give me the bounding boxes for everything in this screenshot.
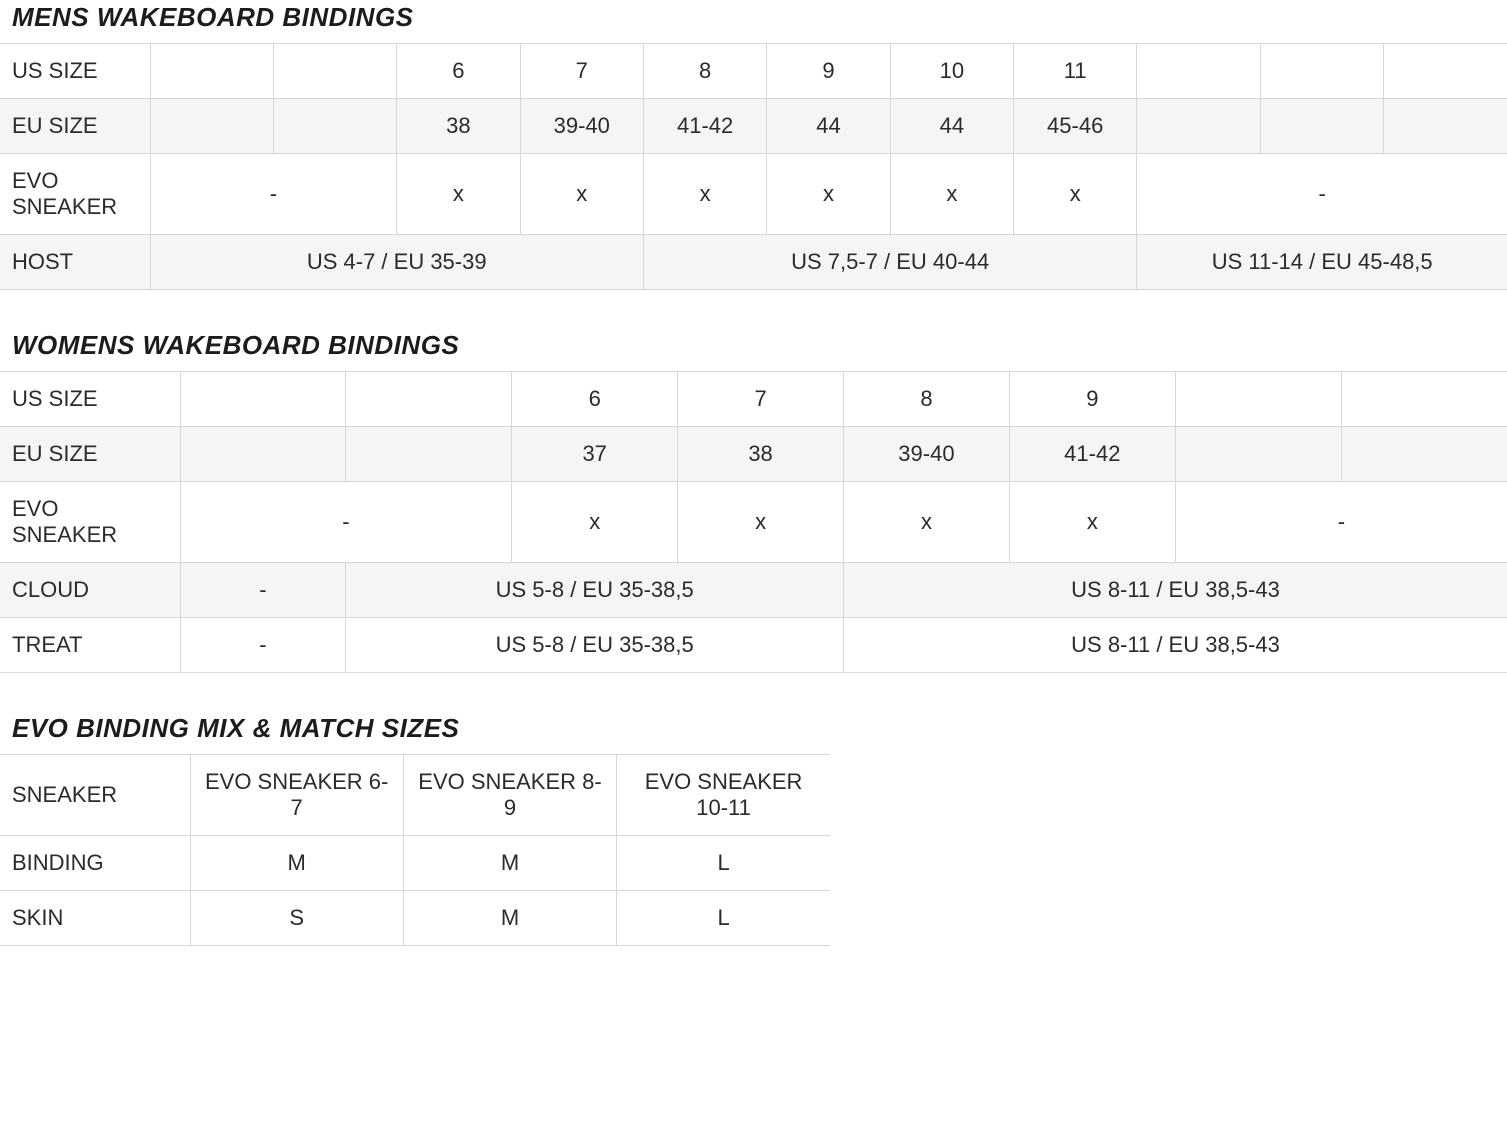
row-label: EVO SNEAKER bbox=[0, 154, 150, 235]
mens-eu-row: EU SIZE 38 39-40 41-42 44 44 45-46 bbox=[0, 99, 1507, 154]
evo-sneaker-row: SNEAKER EVO SNEAKER 6-7 EVO SNEAKER 8-9 … bbox=[0, 755, 830, 836]
womens-us-row: US SIZE 6 7 8 9 bbox=[0, 372, 1507, 427]
row-label: BINDING bbox=[0, 836, 190, 891]
evo-title: EVO BINDING MIX & MATCH SIZES bbox=[0, 711, 1507, 754]
row-label: CLOUD bbox=[0, 563, 180, 618]
row-label: EU SIZE bbox=[0, 99, 150, 154]
evo-skin-row: SKIN S M L bbox=[0, 891, 830, 946]
womens-table: US SIZE 6 7 8 9 EU SIZE 37 38 39-40 41-4… bbox=[0, 371, 1507, 673]
mens-title: MENS WAKEBOARD BINDINGS bbox=[0, 0, 1507, 43]
womens-section: WOMENS WAKEBOARD BINDINGS US SIZE 6 7 8 … bbox=[0, 328, 1507, 673]
row-label: US SIZE bbox=[0, 44, 150, 99]
row-label: SKIN bbox=[0, 891, 190, 946]
mens-section: MENS WAKEBOARD BINDINGS US SIZE 6 7 8 9 … bbox=[0, 0, 1507, 290]
row-label: US SIZE bbox=[0, 372, 180, 427]
womens-title: WOMENS WAKEBOARD BINDINGS bbox=[0, 328, 1507, 371]
row-label: SNEAKER bbox=[0, 755, 190, 836]
mens-host-row: HOST US 4-7 / EU 35-39 US 7,5-7 / EU 40-… bbox=[0, 235, 1507, 290]
evo-binding-row: BINDING M M L bbox=[0, 836, 830, 891]
mens-us-row: US SIZE 6 7 8 9 10 11 bbox=[0, 44, 1507, 99]
womens-eu-row: EU SIZE 37 38 39-40 41-42 bbox=[0, 427, 1507, 482]
womens-treat-row: TREAT - US 5-8 / EU 35-38,5 US 8-11 / EU… bbox=[0, 618, 1507, 673]
row-label: TREAT bbox=[0, 618, 180, 673]
mens-table: US SIZE 6 7 8 9 10 11 EU SIZE 38 39-40 4… bbox=[0, 43, 1507, 290]
row-label: EU SIZE bbox=[0, 427, 180, 482]
row-label: HOST bbox=[0, 235, 150, 290]
evo-section: EVO BINDING MIX & MATCH SIZES SNEAKER EV… bbox=[0, 711, 1507, 946]
womens-cloud-row: CLOUD - US 5-8 / EU 35-38,5 US 8-11 / EU… bbox=[0, 563, 1507, 618]
mens-evo-row: EVO SNEAKER - x x x x x x - bbox=[0, 154, 1507, 235]
evo-table: SNEAKER EVO SNEAKER 6-7 EVO SNEAKER 8-9 … bbox=[0, 754, 830, 946]
womens-evo-row: EVO SNEAKER - x x x x - bbox=[0, 482, 1507, 563]
row-label: EVO SNEAKER bbox=[0, 482, 180, 563]
